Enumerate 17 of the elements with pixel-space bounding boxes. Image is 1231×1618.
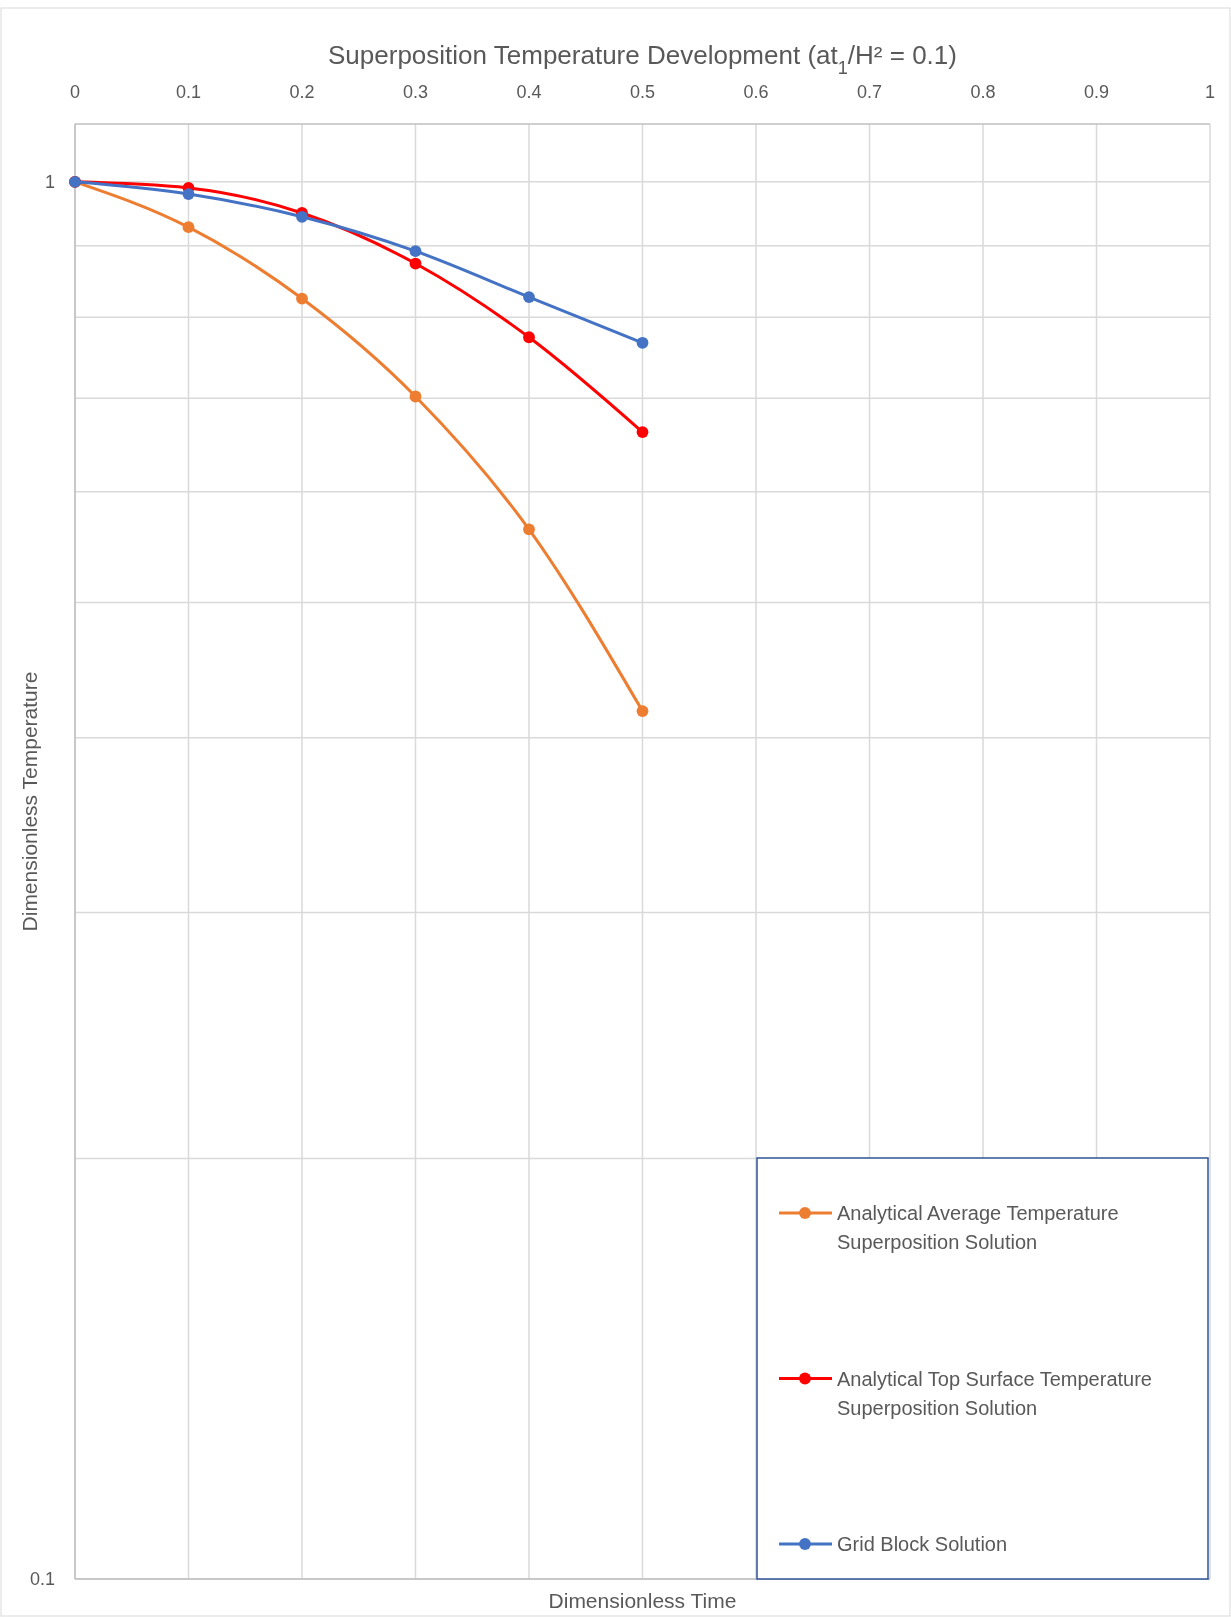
x-tick-label: 0.1: [175, 82, 202, 102]
x-tick-label: 0.9: [1083, 82, 1110, 102]
x-tick-label: 0.8: [970, 82, 996, 102]
x-tick-label: 1: [1204, 82, 1216, 102]
x-tick-label: 0.2: [289, 82, 315, 102]
x-tick-label: 0.6: [743, 82, 769, 102]
legend-label: Analytical Average Temperature Superposition Solution: [837, 1202, 1119, 1253]
chart-title: Superposition Temperature Development (at$_{1}$/H² = 0.1): [328, 40, 957, 78]
y-axis-title: Dimensionless Temperature: [18, 671, 41, 932]
legend-label: Grid Block Solution: [837, 1533, 1008, 1555]
x-axis-title: Dimensionless Time: [548, 1589, 737, 1612]
x-tick-label: 0.5: [629, 82, 656, 102]
x-tick-label: 0.7: [856, 82, 883, 102]
x-tick-label: 0.4: [516, 82, 542, 102]
x-tick-label: 0.3: [402, 82, 429, 102]
x-tick-label: 0: [69, 82, 81, 102]
legend-label: Analytical Top Surface Temperature Superposition Solution: [837, 1367, 1152, 1419]
